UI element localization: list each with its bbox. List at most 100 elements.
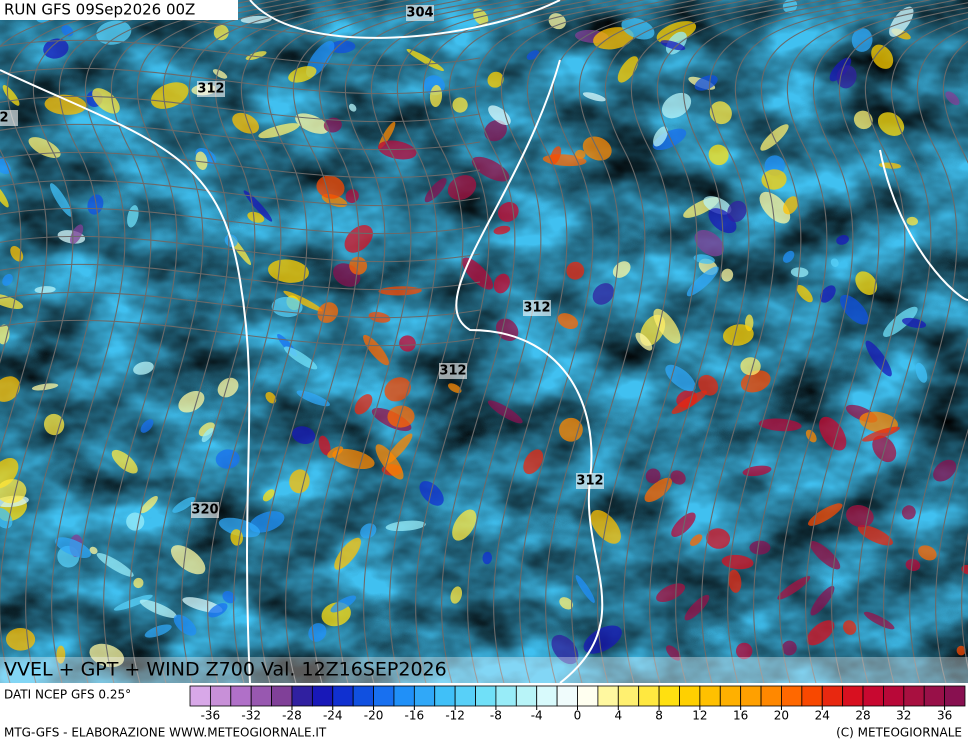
colorbar-swatch <box>842 685 864 707</box>
field-blob <box>806 620 835 646</box>
colorbar-swatch <box>311 685 334 707</box>
field-blob <box>635 332 653 351</box>
header-box <box>0 0 238 20</box>
field-blob <box>574 149 586 159</box>
streamline <box>830 11 968 683</box>
colorbar-tick-label: 32 <box>896 709 911 723</box>
field-blob <box>0 183 9 208</box>
streamline <box>466 0 672 683</box>
contour-label: 2 <box>0 111 9 126</box>
field-blob <box>706 528 731 549</box>
field-blob <box>452 509 477 541</box>
contour-label-box <box>576 473 604 489</box>
field-blob <box>139 599 177 618</box>
streamline <box>310 0 516 683</box>
colorbar-swatch <box>271 685 293 707</box>
field-blob <box>144 624 172 638</box>
field-blob <box>686 266 719 297</box>
colorbar-tick-label: 8 <box>655 709 663 723</box>
field-blob <box>906 216 918 226</box>
geopotential-contours <box>0 0 968 683</box>
field-blob <box>429 85 443 108</box>
field-blob <box>34 286 56 294</box>
field-blob <box>450 586 463 604</box>
field-blob <box>796 284 813 303</box>
streamlines <box>0 0 968 683</box>
field-blob <box>113 594 153 611</box>
field-blob <box>819 416 847 451</box>
field-blob <box>258 123 300 139</box>
field-blob <box>0 376 21 402</box>
field-blob <box>354 394 373 415</box>
field-blob <box>89 643 125 668</box>
colorbar-swatch <box>291 685 313 707</box>
field-blob <box>782 640 797 656</box>
field-blob <box>843 620 857 635</box>
field-blob <box>740 370 771 393</box>
field-blob <box>722 324 754 346</box>
field-blob <box>956 645 966 656</box>
field-blob <box>212 69 228 79</box>
field-blob <box>170 545 206 575</box>
field-blob <box>709 101 732 125</box>
colorbar-swatch <box>638 685 660 707</box>
field-blob <box>582 92 606 102</box>
streamline <box>934 428 968 683</box>
field-blob <box>871 44 894 69</box>
field-blob <box>387 405 415 428</box>
streamline <box>0 39 481 67</box>
field-blob <box>232 112 259 134</box>
colorbar-swatch <box>699 685 721 707</box>
colorbar-swatch <box>495 685 517 707</box>
colorbar-swatch <box>597 685 619 707</box>
colorbar-swatch <box>475 685 497 707</box>
colorbar-swatch <box>883 685 905 707</box>
field-blob <box>419 481 444 506</box>
run-label: RUN GFS 09Sep2026 00Z <box>4 1 195 19</box>
contour-label: 304 <box>406 6 433 21</box>
streamline <box>648 0 854 683</box>
streamline <box>0 123 481 151</box>
field-blob <box>809 541 841 570</box>
field-blob <box>218 517 261 538</box>
streamline <box>0 207 481 235</box>
contour-label: 312 <box>523 301 550 316</box>
field-blob <box>839 294 869 325</box>
field-blob <box>385 520 426 532</box>
field-blob <box>0 479 27 504</box>
streamline <box>206 0 412 683</box>
colorbar-swatch <box>679 685 701 707</box>
streamline <box>908 40 968 683</box>
field-blob <box>645 468 661 484</box>
streamline <box>622 0 828 683</box>
field-blob <box>0 293 24 310</box>
contour-label-box <box>406 5 434 21</box>
streamline <box>0 319 481 347</box>
field-blob <box>653 308 681 344</box>
field-blob <box>213 24 229 41</box>
field-blob <box>819 285 836 303</box>
streamline <box>0 179 481 207</box>
field-blob <box>749 540 771 555</box>
colorbar-tick-label: 16 <box>733 709 748 723</box>
field-blob <box>592 283 614 305</box>
colorbar-swatch <box>250 685 272 707</box>
field-blob <box>656 21 697 44</box>
field-blobs <box>0 0 968 668</box>
field-blob <box>271 296 303 318</box>
colorbar: -36 -32 -28 -24 -20 -16 -12 -8 -4 0 4 8 12 16 20 24 28 32… <box>189 685 966 723</box>
field-blob <box>328 40 356 54</box>
field-blob <box>493 273 510 294</box>
field-blob <box>652 128 687 151</box>
streamline <box>570 0 776 683</box>
field-blob <box>566 261 585 280</box>
colorbar-swatch <box>760 685 782 707</box>
field-blob <box>735 642 753 660</box>
colorbar-swatch <box>577 685 599 707</box>
streamline <box>674 0 880 683</box>
field-blob <box>334 537 362 570</box>
field-blob <box>901 505 916 520</box>
field-blob <box>262 489 275 502</box>
field-blob <box>851 28 873 52</box>
colorbar-tick-label: -36 <box>201 709 221 723</box>
